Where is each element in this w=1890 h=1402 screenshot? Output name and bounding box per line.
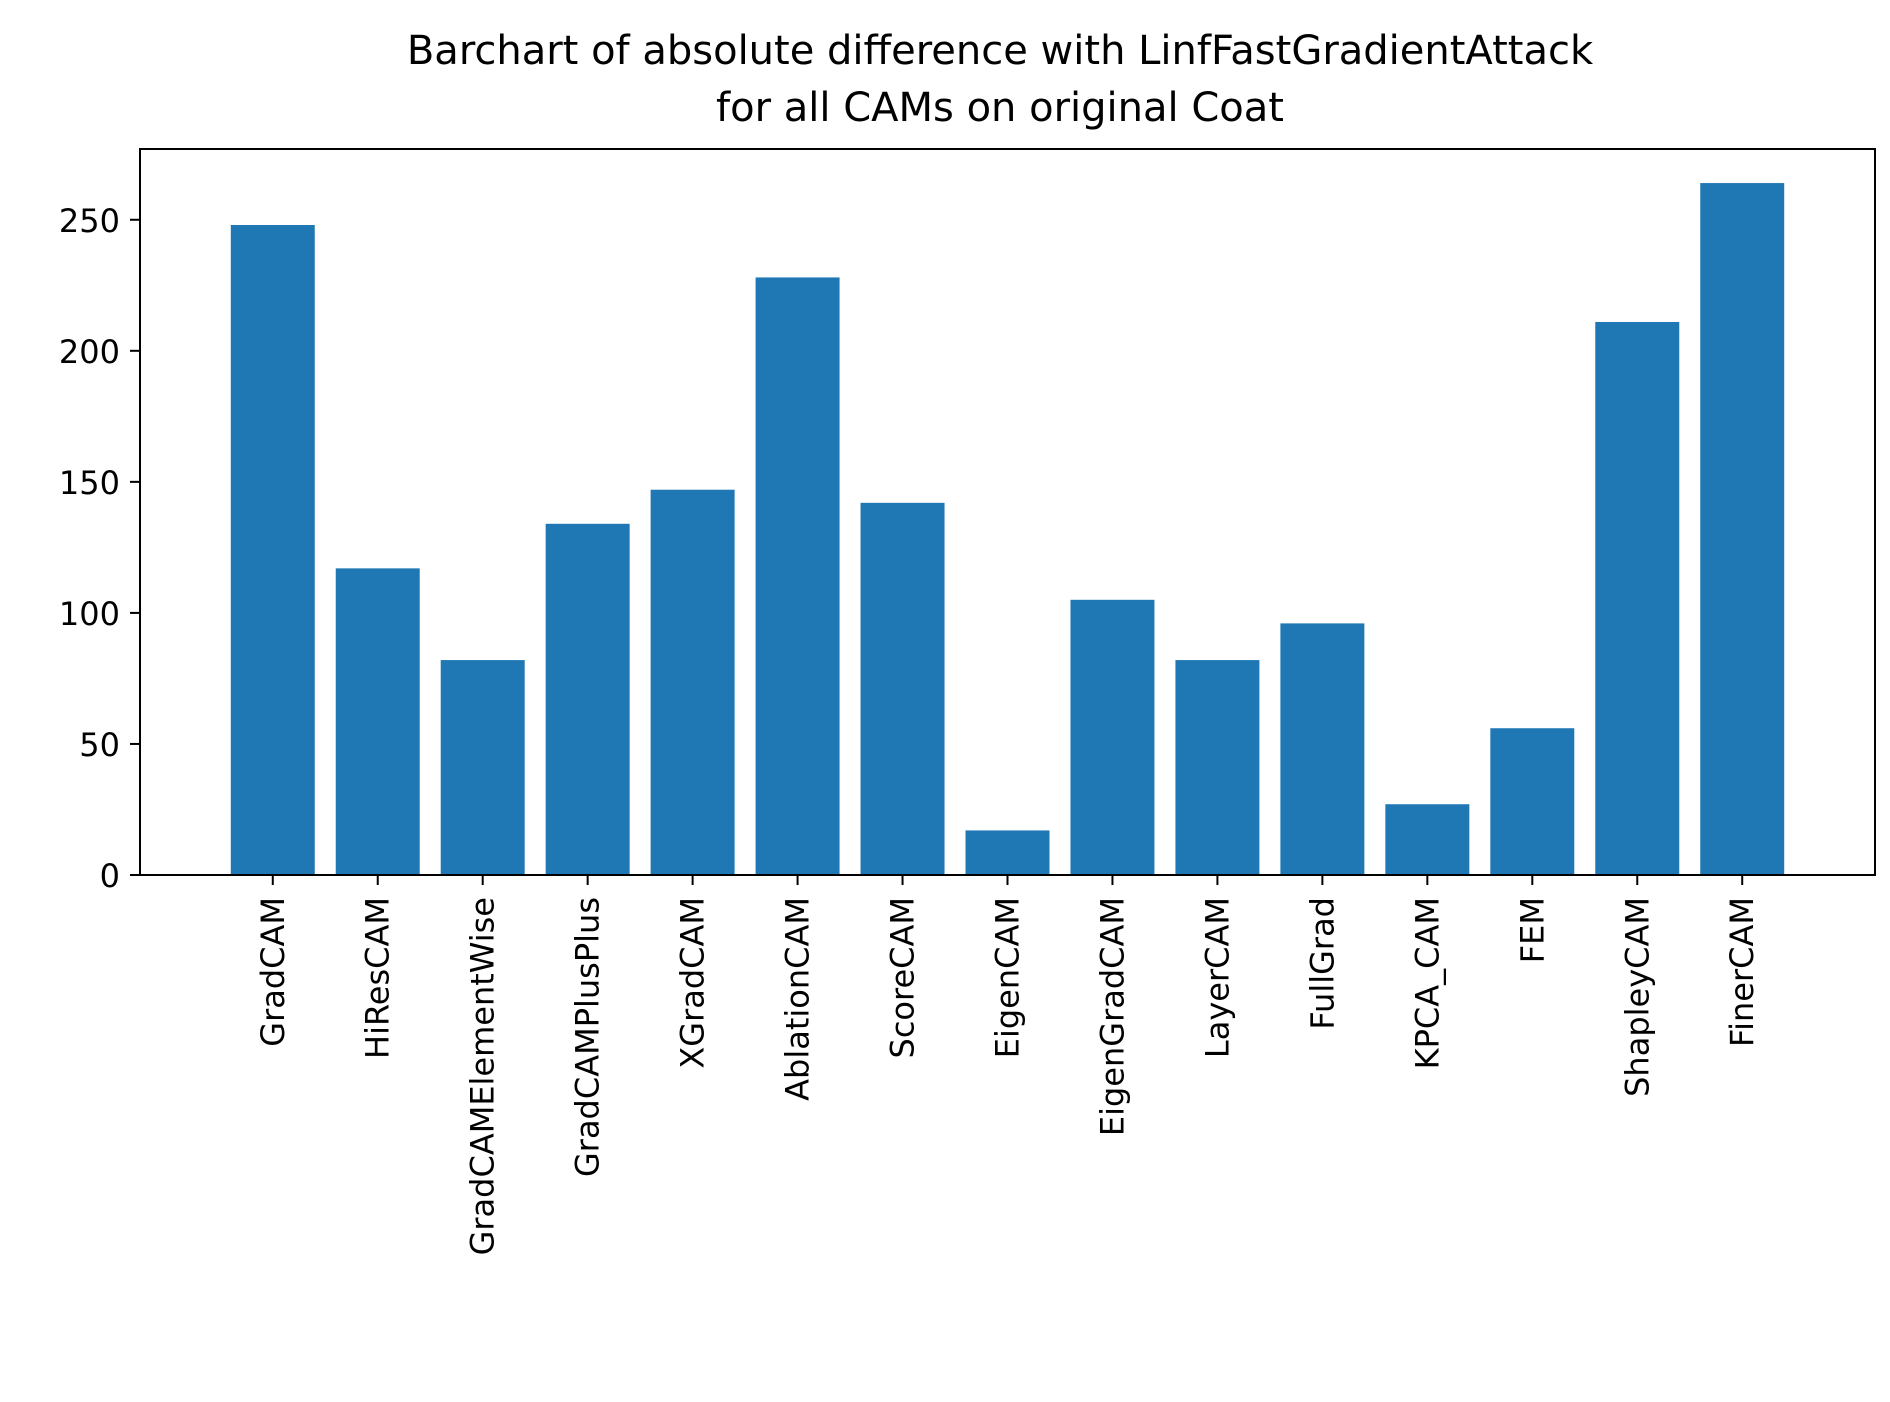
bar-xgradcam <box>650 489 735 875</box>
bar-gradcamplusplus <box>545 523 630 875</box>
x-tick-label: AblationCAM <box>779 897 817 1101</box>
bar-ablationcam <box>755 277 840 875</box>
bar-layercam <box>1175 660 1260 875</box>
y-tick-label: 50 <box>79 726 120 764</box>
x-tick-label: XGradCAM <box>674 897 712 1069</box>
bar-eigencam <box>965 830 1050 875</box>
x-tick-label: GradCAM <box>254 897 292 1047</box>
bar-eigengradcam <box>1070 599 1155 875</box>
y-axis: 0 50 100 150 200 250 <box>59 202 140 895</box>
x-tick-label: KPCA_CAM <box>1408 897 1446 1069</box>
plot-frame <box>139 148 1876 876</box>
bar-fem <box>1490 728 1575 875</box>
bar-scorecam <box>860 502 945 875</box>
y-tick-label: 150 <box>59 464 120 502</box>
y-tick-label: 100 <box>59 595 120 633</box>
x-tick-label: FullGrad <box>1303 897 1341 1030</box>
bar-finercam <box>1700 183 1785 875</box>
chart-subtitle: for all CAMs on original Coat <box>716 85 1284 131</box>
x-tick-label: ShapleyCAM <box>1618 897 1656 1097</box>
x-tick-label: EigenCAM <box>989 897 1027 1058</box>
x-tick-label: ScoreCAM <box>884 897 922 1058</box>
x-tick-label: GradCAMPlusPlus <box>569 897 607 1177</box>
y-tick-label: 0 <box>100 857 120 895</box>
x-tick-label: GradCAMElementWise <box>464 897 502 1255</box>
chart-title: Barchart of absolute difference with Lin… <box>407 28 1594 74</box>
bar-fullgrad <box>1280 623 1365 875</box>
bar-kpca-cam <box>1385 804 1470 875</box>
x-tick-label: EigenGradCAM <box>1093 897 1131 1136</box>
x-tick-label: FEM <box>1513 897 1551 963</box>
bar-shapleycam <box>1595 321 1680 876</box>
y-tick-label: 200 <box>59 333 120 371</box>
y-tick-label: 250 <box>59 202 120 240</box>
x-axis: GradCAM HiResCAM GradCAMElementWise GradCAM… <box>254 875 1761 1255</box>
bar-gradcam <box>230 225 315 875</box>
bars-group <box>230 183 1785 876</box>
bar-hirescam <box>335 568 420 875</box>
x-tick-label: FinerCAM <box>1723 897 1761 1047</box>
x-tick-label: HiResCAM <box>359 897 397 1059</box>
x-tick-label: LayerCAM <box>1198 897 1236 1058</box>
bar-gradcamelementwise <box>440 660 525 875</box>
